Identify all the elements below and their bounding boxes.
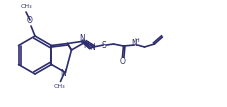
Text: N: N <box>60 69 66 78</box>
Text: O: O <box>119 57 125 66</box>
Text: S: S <box>101 41 105 50</box>
Text: N: N <box>79 34 85 43</box>
Text: H: H <box>133 37 138 42</box>
Text: N: N <box>83 41 89 50</box>
Text: N: N <box>89 43 95 52</box>
Text: N: N <box>131 39 137 48</box>
Text: CH₃: CH₃ <box>53 84 65 89</box>
Text: O: O <box>27 16 33 25</box>
Text: CH₃: CH₃ <box>20 4 32 8</box>
